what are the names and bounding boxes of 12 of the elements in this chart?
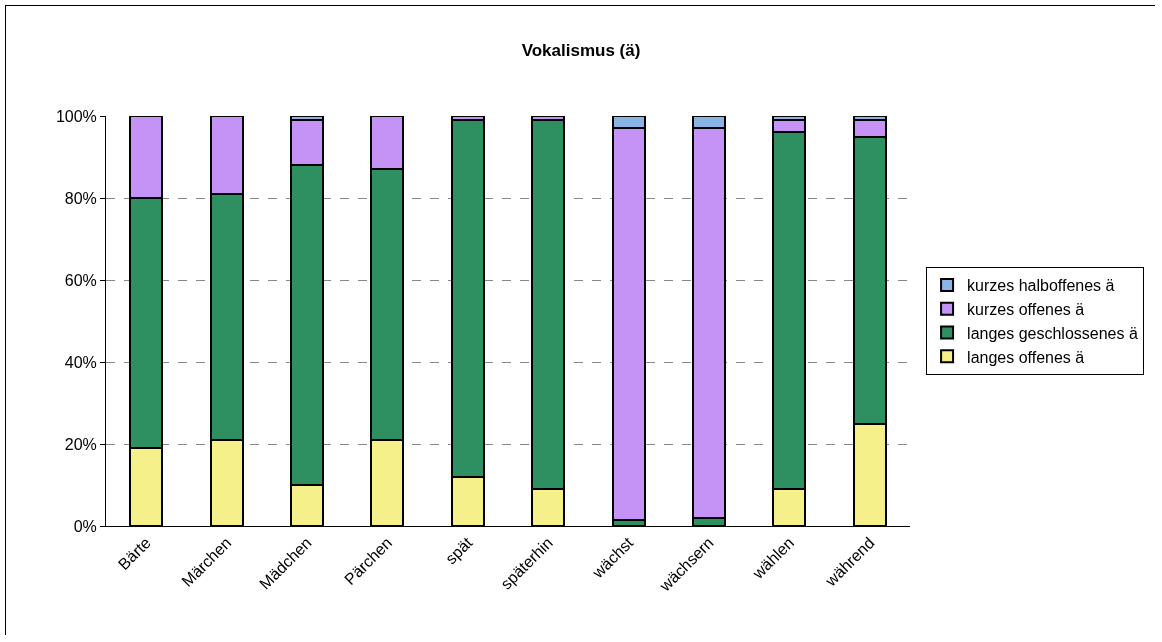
y-tick-label: 0% <box>73 517 97 535</box>
legend-label: kurzes offenes ä <box>967 300 1085 318</box>
legend-label: langes geschlossenes ä <box>967 324 1138 342</box>
legend-label: kurzes halboffenes ä <box>967 277 1115 295</box>
y-tick-label: 80% <box>64 189 97 207</box>
x-tick-label: spät <box>442 533 476 568</box>
chart-title: Vokalismus (ä) <box>521 40 641 60</box>
y-tick-label: 100% <box>55 107 97 125</box>
legend-label: langes offenes ä <box>967 348 1085 366</box>
y-tick-label: 20% <box>64 435 97 453</box>
y-tick-label: 60% <box>64 271 97 289</box>
y-tick-label: 40% <box>64 353 97 371</box>
